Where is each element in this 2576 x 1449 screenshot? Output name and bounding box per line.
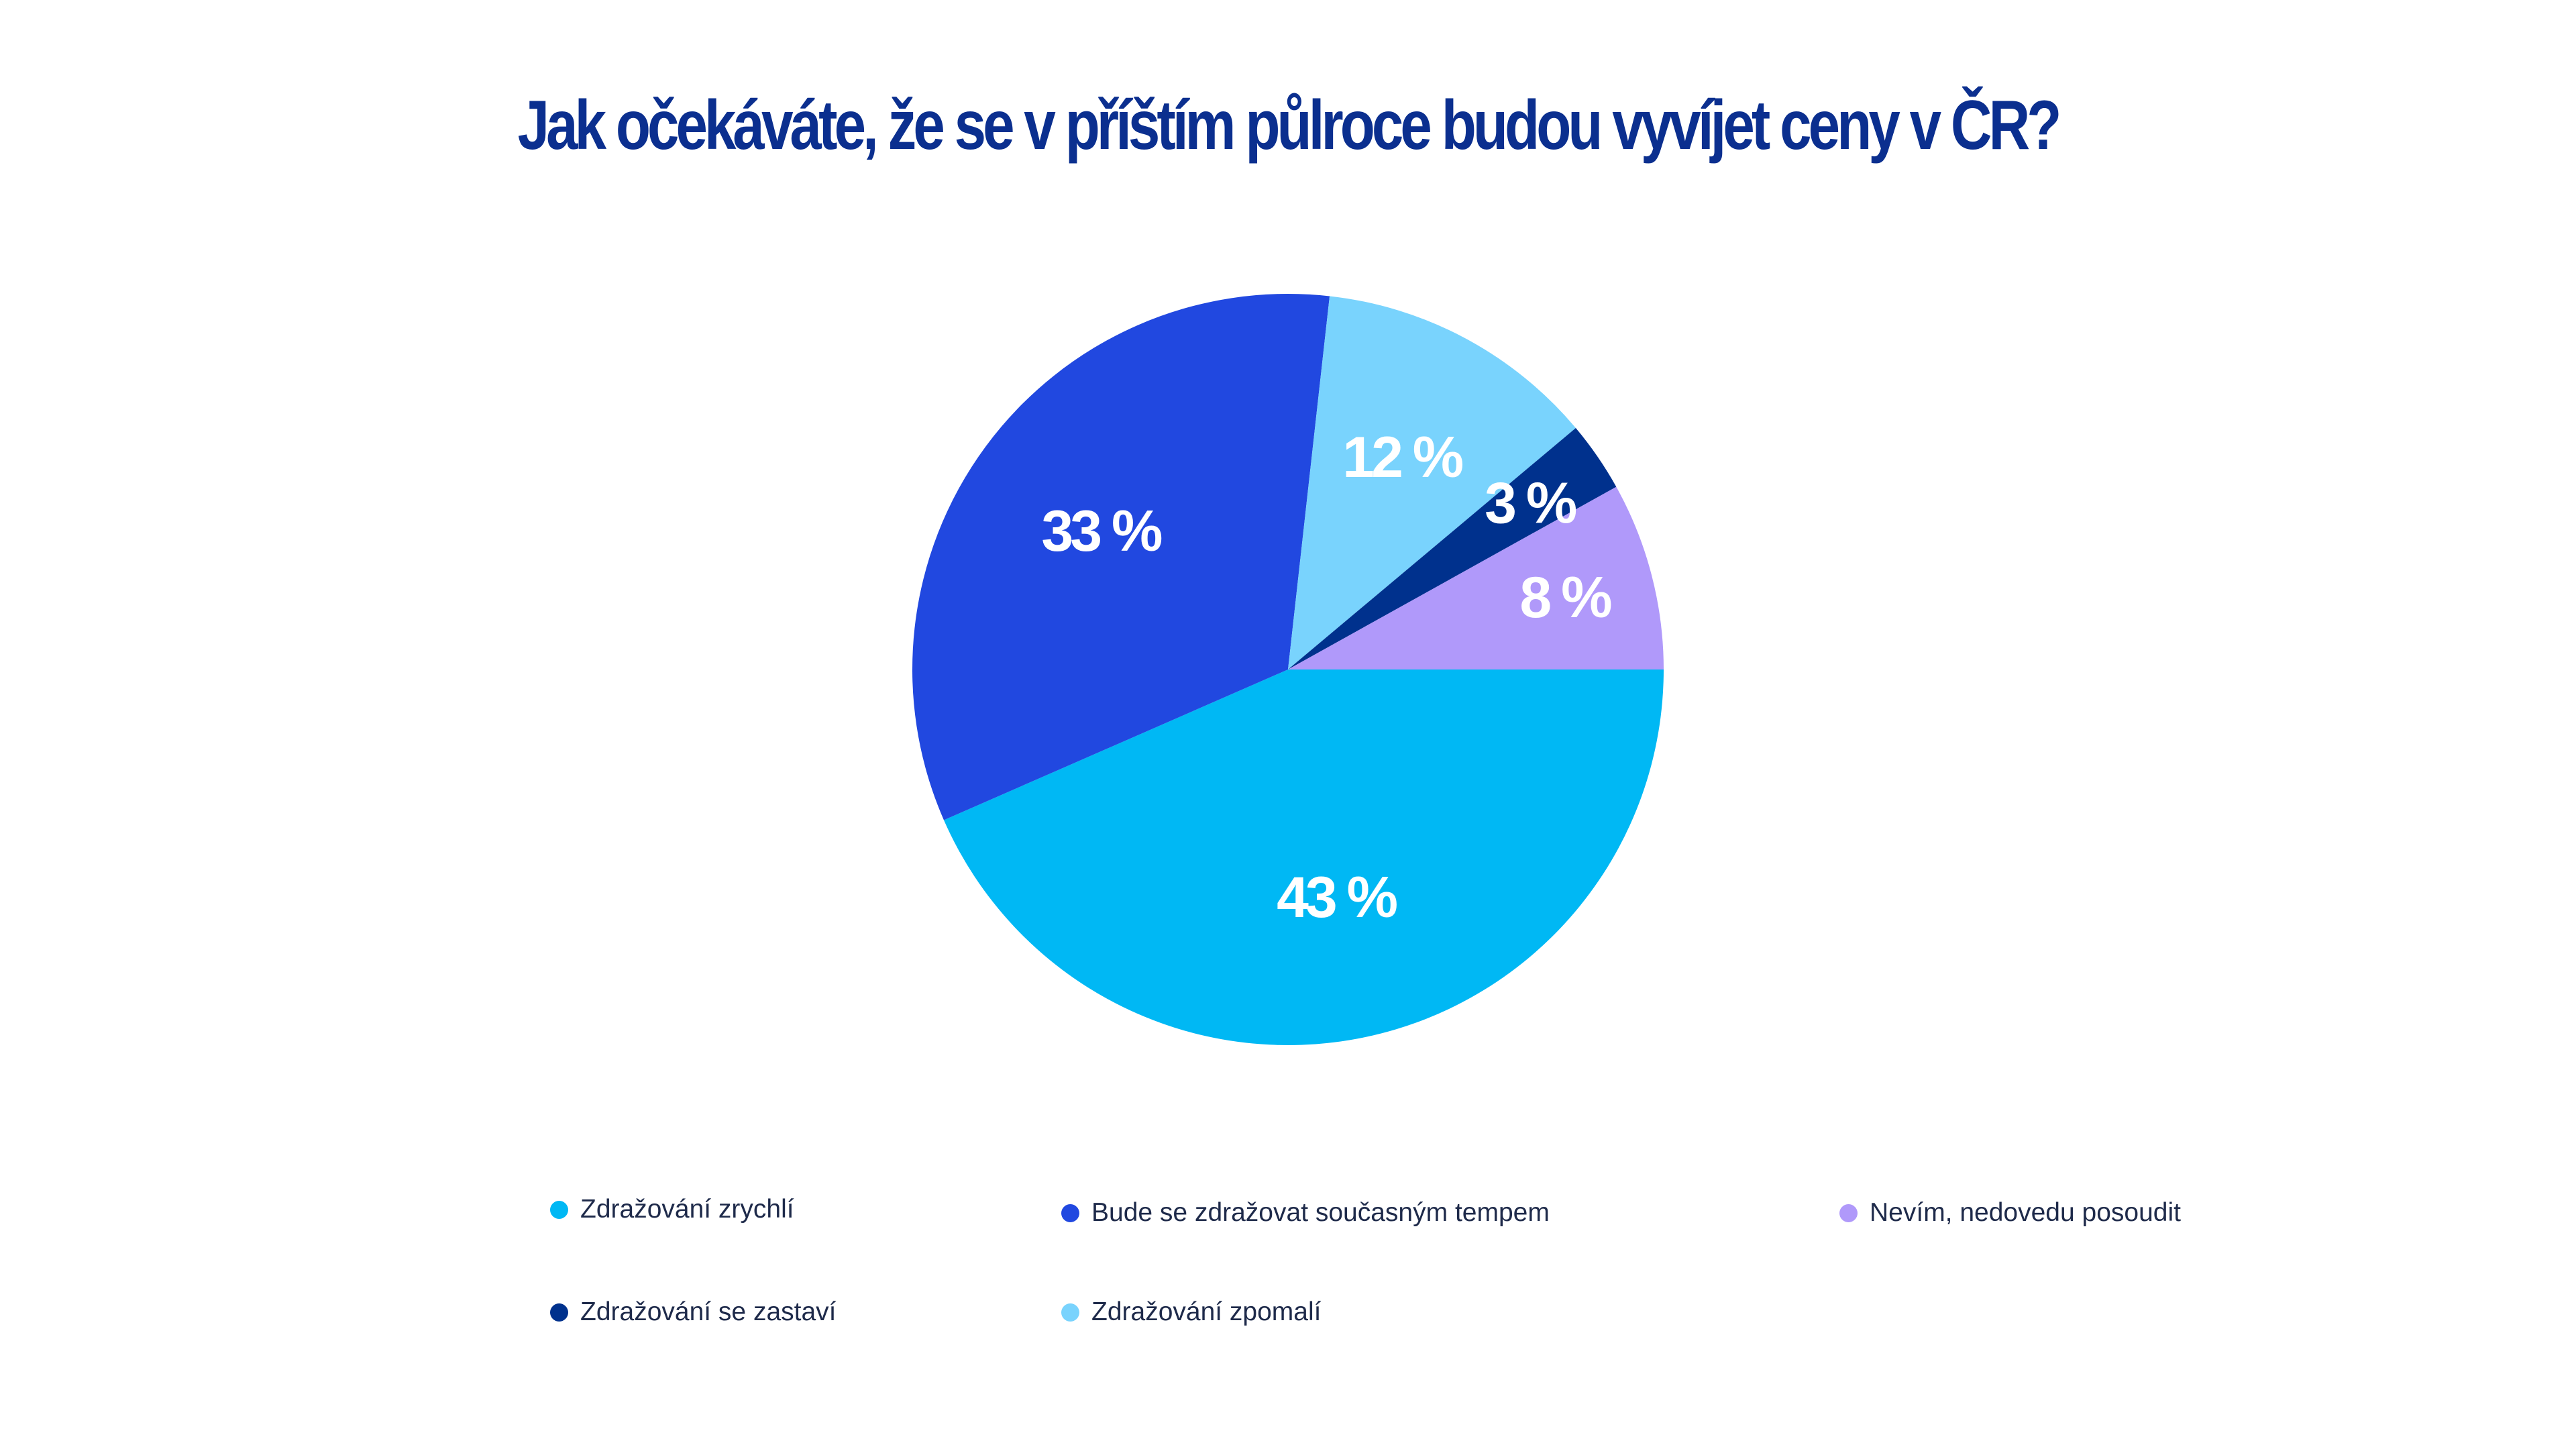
pie-slice-nev-m-nedovedu-posoudit — [1288, 486, 1664, 669]
legend-item-zdrazovani-zrychli: Zdražování zrychlí — [550, 1189, 794, 1230]
pie-slice-zdra-ov-n-zpomal- — [1288, 296, 1576, 670]
pie-slice-value-label: 12 % — [1342, 425, 1463, 490]
legend-marker-icon — [550, 1200, 568, 1219]
legend-item-nevim: Nevím, nedovedu posoudit — [1839, 1193, 2181, 1233]
pie-slice-value-label: 8 % — [1519, 566, 1611, 630]
legend-item-zdrazovani-se-zastavi: Zdražování se zastaví — [550, 1292, 837, 1332]
pie-slice-zdra-ov-n-zrychl- — [943, 669, 1664, 1045]
legend-item-zdrazovani-zpomali: Zdražování zpomalí — [1061, 1292, 1322, 1332]
legend-label: Bude se zdražovat současným tempem — [1091, 1198, 1550, 1227]
chart-title: Jak očekáváte, že se v příštím půlroce b… — [517, 87, 2062, 164]
legend-marker-icon — [1839, 1203, 1858, 1222]
legend-label: Zdražování zpomalí — [1091, 1297, 1322, 1326]
pie-slice-value-label: 33 % — [1041, 499, 1162, 564]
legend-marker-icon — [1061, 1203, 1079, 1222]
legend-label: Zdražování se zastaví — [580, 1297, 837, 1326]
legend-marker-icon — [1061, 1303, 1079, 1322]
pie-slice-zdra-ov-n-se-zastav- — [1288, 428, 1617, 669]
pie-slice-bude-se-zdra-ovat-sou-asn-m-tempem — [912, 293, 1330, 820]
legend-label: Zdražování zrychlí — [580, 1195, 794, 1224]
pie-slice-labels: 43 % 33 % 12 % 3 % 8 % — [1041, 425, 1615, 930]
pie-slice-value-label: 43 % — [1277, 865, 1397, 930]
pie-slices — [912, 293, 1664, 1045]
pie-slice-value-label: 3 % — [1485, 471, 1576, 535]
legend-marker-icon — [550, 1303, 568, 1322]
legend-label: Nevím, nedovedu posoudit — [1870, 1198, 2181, 1227]
legend-item-bude-se-zdrazovat: Bude se zdražovat současným tempem — [1061, 1193, 1550, 1233]
